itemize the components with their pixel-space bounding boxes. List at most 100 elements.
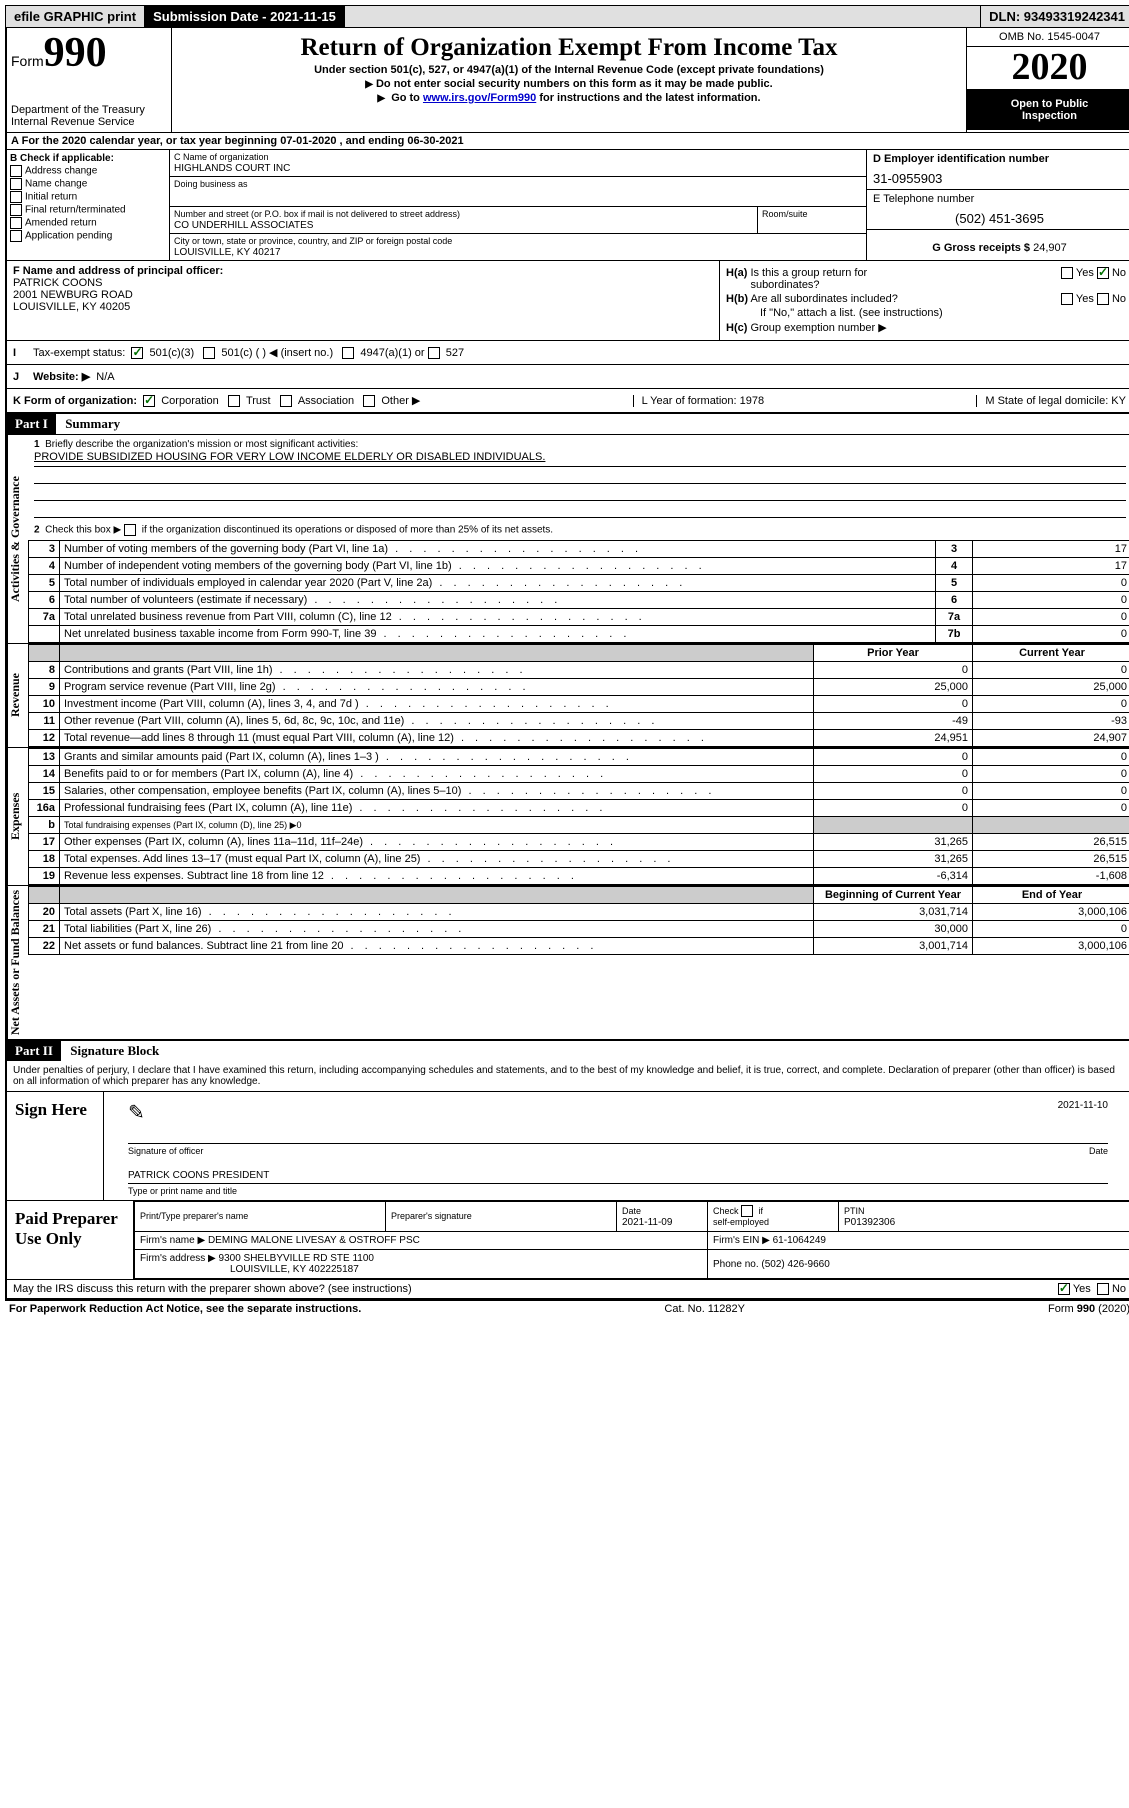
chk-address[interactable]: Address change: [10, 165, 166, 177]
chk-corp[interactable]: [143, 395, 155, 407]
k-section: K Form of organization: Corporation Trus…: [13, 394, 420, 407]
sign-here-row: Sign Here ✎ 2021-11-10 Signature of offi…: [7, 1091, 1129, 1200]
col-c: C Name of organization HIGHLANDS COURT I…: [170, 150, 867, 260]
chk-4947[interactable]: [342, 347, 354, 359]
table-row: 3Number of voting members of the governi…: [29, 541, 1129, 558]
sub3-post: for instructions and the latest informat…: [536, 92, 760, 104]
header-left: Form990 Department of the Treasury Inter…: [7, 28, 172, 132]
preparer-row: Paid Preparer Use Only Print/Type prepar…: [7, 1200, 1129, 1279]
chk-pending[interactable]: Application pending: [10, 230, 166, 242]
rev-table: Prior YearCurrent Year8Contributions and…: [28, 644, 1129, 747]
pra-notice: For Paperwork Reduction Act Notice, see …: [9, 1303, 361, 1315]
info-grid: B Check if applicable: Address change Na…: [7, 149, 1129, 260]
hb-line: H(b) Are all subordinates included? Yes …: [726, 293, 1126, 305]
form-sub2: Do not enter social security numbers on …: [176, 78, 962, 90]
gov-table: 3Number of voting members of the governi…: [28, 540, 1129, 643]
gov-block: Activities & Governance 1 Briefly descri…: [7, 434, 1129, 643]
col-d: D Employer identification number 31-0955…: [867, 150, 1129, 260]
chk-trust[interactable]: [228, 395, 240, 407]
check-b-title: B Check if applicable:: [10, 153, 114, 164]
prep-table: Print/Type preparer's name Preparer's si…: [134, 1201, 1129, 1279]
tel-cell: E Telephone number (502) 451-3695: [867, 190, 1129, 230]
chk-final[interactable]: Final return/terminated: [10, 204, 166, 216]
name-lbl: Type or print name and title: [128, 1186, 1128, 1196]
table-header: Beginning of Current YearEnd of Year: [29, 887, 1129, 904]
chk-527[interactable]: [428, 347, 440, 359]
header-right: OMB No. 1545-0047 2020 Open to Public In…: [966, 28, 1129, 132]
form-title: Return of Organization Exempt From Incom…: [176, 34, 962, 62]
m-section: M State of legal domicile: KY: [976, 395, 1126, 407]
street-lbl: Number and street (or P.O. box if mail i…: [174, 209, 460, 219]
q2: 2 Check this box ▶ if the organization d…: [34, 524, 1126, 536]
table-row: 4Number of independent voting members of…: [29, 558, 1129, 575]
chk-amended[interactable]: Amended return: [10, 217, 166, 229]
gross-lbl: G Gross receipts $: [932, 242, 1030, 254]
chk-discontinued[interactable]: [124, 524, 136, 536]
section-a-text: For the 2020 calendar year, or tax year …: [22, 135, 464, 147]
exp-table: 13Grants and similar amounts paid (Part …: [28, 748, 1129, 885]
q1: 1 Briefly describe the organization's mi…: [34, 439, 1126, 450]
dept-irs: Internal Revenue Service: [11, 116, 167, 128]
table-row: 19Revenue less expenses. Subtract line 1…: [29, 868, 1129, 885]
table-row: 5Total number of individuals employed in…: [29, 575, 1129, 592]
form-body: Form990 Department of the Treasury Inter…: [5, 28, 1129, 1300]
chk-501c3[interactable]: [131, 347, 143, 359]
sign-here-label: Sign Here: [7, 1092, 104, 1200]
table-header: Prior YearCurrent Year: [29, 645, 1129, 662]
prep-row3: Firm's address ▶ 9300 SHELBYVILLE RD STE…: [135, 1250, 1129, 1279]
prep-row2: Firm's name ▶ DEMING MALONE LIVESAY & OS…: [135, 1232, 1129, 1250]
dba-cell: Doing business as: [170, 177, 866, 207]
prep-label: Paid Preparer Use Only: [7, 1201, 134, 1279]
efile-label[interactable]: efile GRAPHIC print: [6, 6, 145, 27]
instructions-link[interactable]: www.irs.gov/Form990: [423, 92, 536, 104]
chk-initial[interactable]: Initial return: [10, 191, 166, 203]
room-cell: Room/suite: [758, 207, 866, 234]
discuss-yn: Yes No: [1058, 1283, 1126, 1295]
open-line1: Open to Public: [971, 98, 1128, 110]
part1-header: Part I Summary: [7, 412, 1129, 434]
table-row: 20Total assets (Part X, line 16)3,031,71…: [29, 904, 1129, 921]
header-center: Return of Organization Exempt From Incom…: [172, 28, 966, 132]
form-number: 990: [44, 30, 107, 76]
footer: For Paperwork Reduction Act Notice, see …: [5, 1300, 1129, 1317]
sub3-pre: Go to: [391, 92, 423, 104]
hc-line: H(c) Group exemption number ▶: [726, 321, 1126, 334]
part1-label: Part I: [7, 414, 56, 434]
web-lbl: Website: ▶: [33, 370, 90, 383]
chk-other[interactable]: [363, 395, 375, 407]
table-row: 7aTotal unrelated business revenue from …: [29, 609, 1129, 626]
side-exp: Expenses: [7, 748, 28, 885]
table-row: 12Total revenue—add lines 8 through 11 (…: [29, 730, 1129, 747]
form-word: Form: [11, 53, 44, 69]
side-rev: Revenue: [7, 644, 28, 747]
table-row: 17Other expenses (Part IX, column (A), l…: [29, 834, 1129, 851]
prep-row1: Print/Type preparer's name Preparer's si…: [135, 1202, 1129, 1232]
discuss-row: May the IRS discuss this return with the…: [7, 1279, 1129, 1298]
mission: PROVIDE SUBSIDIZED HOUSING FOR VERY LOW …: [34, 450, 1126, 467]
chk-name[interactable]: Name change: [10, 178, 166, 190]
perjury-text: Under penalties of perjury, I declare th…: [7, 1061, 1129, 1091]
tax-year: 2020: [967, 47, 1129, 90]
sig-line-1[interactable]: ✎ 2021-11-10: [128, 1100, 1108, 1144]
form-sub1: Under section 501(c), 527, or 4947(a)(1)…: [176, 64, 962, 76]
city-lbl: City or town, state or province, country…: [174, 236, 452, 246]
row-fh: F Name and address of principal officer:…: [7, 260, 1129, 340]
form-sub3: Go to www.irs.gov/Form990 for instructio…: [176, 92, 962, 104]
discuss-text: May the IRS discuss this return with the…: [13, 1283, 412, 1295]
sign-date: 2021-11-10: [1058, 1100, 1108, 1125]
org-name-cell: C Name of organization HIGHLANDS COURT I…: [170, 150, 866, 177]
table-row: 21Total liabilities (Part X, line 26)30,…: [29, 921, 1129, 938]
gross-cell: G Gross receipts $ 24,907: [867, 230, 1129, 257]
net-block: Net Assets or Fund Balances Beginning of…: [7, 885, 1129, 1039]
table-row: 15Salaries, other compensation, employee…: [29, 783, 1129, 800]
open-line2: Inspection: [971, 110, 1128, 122]
table-row: 18Total expenses. Add lines 13–17 (must …: [29, 851, 1129, 868]
dln-label: DLN: 93493319242341: [980, 6, 1129, 27]
sig-line-2: PATRICK COONS PRESIDENT: [128, 1170, 1108, 1184]
section-a: A For the 2020 calendar year, or tax yea…: [7, 132, 1129, 149]
chk-501c[interactable]: [203, 347, 215, 359]
exp-block: Expenses 13Grants and similar amounts pa…: [7, 747, 1129, 885]
open-public: Open to Public Inspection: [967, 90, 1129, 130]
chk-assoc[interactable]: [280, 395, 292, 407]
part1-title: Summary: [65, 416, 120, 431]
